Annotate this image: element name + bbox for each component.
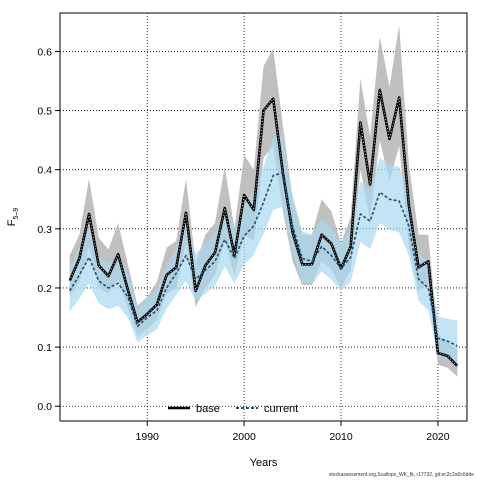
y-axis-title-sub: 5–9 xyxy=(13,208,20,220)
x-axis-title: Years xyxy=(250,457,278,469)
x-tick-label-1990: 1990 xyxy=(136,431,160,443)
axis-ticks: 1990 2000 2010 2020 0.0 0.1 0.2 0.3 0.4 0.5 0.6 xyxy=(37,46,449,443)
x-tick-label-2010: 2010 xyxy=(329,431,353,443)
y-tick-label-0.4: 0.4 xyxy=(37,165,52,177)
legend-label-base: base xyxy=(196,403,220,415)
series-lines xyxy=(68,88,459,367)
x-tick-label-2020: 2020 xyxy=(426,431,450,443)
line-base-dots xyxy=(69,89,458,367)
y-tick-label-0.6: 0.6 xyxy=(37,46,52,58)
legend-label-current: current xyxy=(264,403,298,415)
y-tick-label-0.5: 0.5 xyxy=(37,106,52,118)
footer-credit: stockassessment.org,Scallops_WK_fit, r17… xyxy=(328,472,474,478)
x-tick-label-2000: 2000 xyxy=(232,431,256,443)
y-tick-label-0.1: 0.1 xyxy=(37,342,52,354)
y-axis-title-main: F xyxy=(6,219,18,226)
y-tick-label-0.0: 0.0 xyxy=(37,401,52,413)
svg-text:F5–9: F5–9 xyxy=(6,208,20,227)
y-tick-label-0.2: 0.2 xyxy=(37,283,52,295)
y-axis-title: F5–9 xyxy=(6,208,20,227)
confidence-bands xyxy=(69,24,458,377)
band-current xyxy=(69,134,458,364)
plot-frame xyxy=(59,12,468,422)
legend: base current xyxy=(168,403,298,415)
y-tick-label-0.3: 0.3 xyxy=(37,224,52,236)
